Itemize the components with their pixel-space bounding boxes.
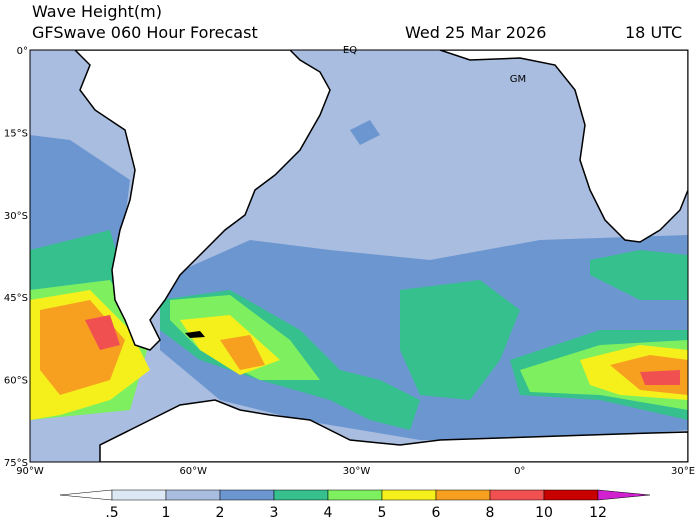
lat-label: 45°S	[4, 293, 28, 304]
lat-label: 75°S	[4, 458, 28, 469]
colorbar-label: .5	[105, 505, 118, 521]
colorbar-swatch	[435, 489, 491, 501]
colorbar-label: 6	[432, 505, 441, 521]
map-frame	[29, 49, 689, 463]
colorbar-label: 12	[589, 505, 607, 521]
place-label: EQ	[343, 45, 357, 56]
date: Wed 25 Mar 2026	[405, 23, 546, 42]
colorbar-swatch	[381, 489, 437, 501]
colorbar-cap	[597, 489, 651, 501]
colorbar-swatch	[165, 489, 221, 501]
colorbar-label: 8	[486, 505, 495, 521]
lat-label: 15°S	[4, 128, 28, 139]
colorbar-swatch	[489, 489, 545, 501]
colorbar-label: 5	[378, 505, 387, 521]
lon-label: 0°	[514, 466, 525, 477]
subtitle: GFSwave 060 Hour Forecast	[32, 23, 258, 42]
colorbar-swatch	[543, 489, 599, 501]
colorbar-swatch	[327, 489, 383, 501]
lat-label: 60°S	[4, 376, 28, 387]
colorbar-label: 2	[216, 505, 225, 521]
colorbar-label: 1	[162, 505, 171, 521]
colorbar-swatch	[111, 489, 167, 501]
lon-label: 30°W	[343, 466, 371, 477]
lat-label: 0°	[17, 46, 28, 57]
colorbar-label: 3	[270, 505, 279, 521]
colorbar-swatch	[219, 489, 275, 501]
time: 18 UTC	[625, 23, 682, 42]
colorbar-label: 4	[324, 505, 333, 521]
title: Wave Height(m)	[32, 2, 162, 21]
lat-label: 30°S	[4, 211, 28, 222]
colorbar-swatch	[273, 489, 329, 501]
lon-label: 60°W	[179, 466, 207, 477]
map	[30, 50, 688, 462]
axes: 0° 15°S 30°S 45°S 60°S 75°S90°W 60°W 30°W 0° 30°E	[4, 46, 695, 477]
colorbar: .5 1 2 3 4 5 6 8 10 12	[59, 489, 651, 521]
place-label: GM	[510, 74, 526, 85]
colorbar-cap	[59, 489, 113, 501]
colorbar-label: 10	[535, 505, 553, 521]
lon-label: 30°E	[671, 466, 695, 477]
lon-label: 90°W	[16, 466, 44, 477]
